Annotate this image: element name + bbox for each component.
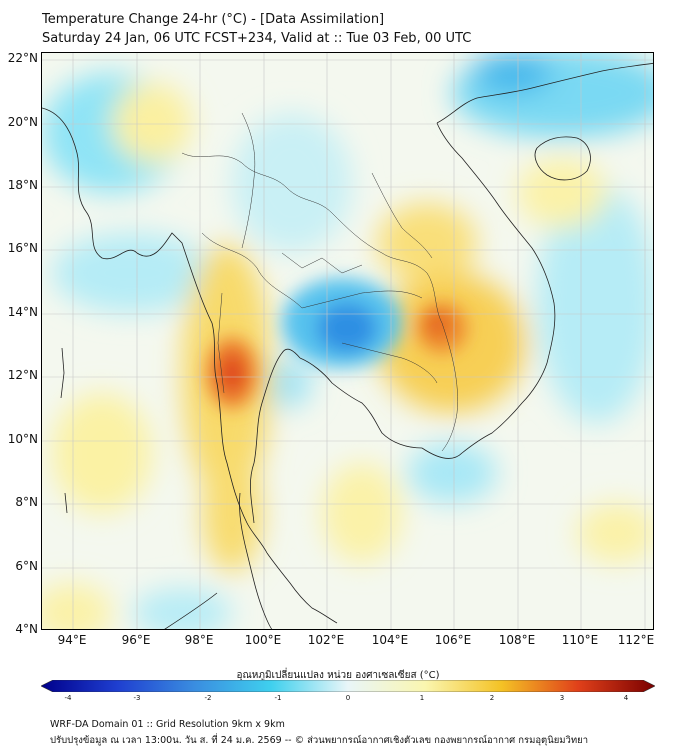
- lon-label: 100°E: [244, 633, 282, 647]
- colorbar-tick: 1: [419, 694, 425, 702]
- colorbar-tick: -1: [274, 694, 282, 702]
- graticule: [42, 53, 653, 629]
- map-canvas: [42, 53, 653, 629]
- colorbar-tick: 3: [559, 694, 565, 702]
- colorbar-tick: 0: [345, 694, 351, 702]
- map-title: Temperature Change 24-hr (°C) - [Data As…: [42, 12, 385, 27]
- lat-label: 20°N: [7, 115, 38, 129]
- lat-label: 14°N: [7, 305, 38, 319]
- colorbar-tick: -4: [64, 694, 72, 702]
- lon-label: 110°E: [561, 633, 599, 647]
- colorbar-tick: -3: [133, 694, 141, 702]
- temperature-field: [42, 53, 653, 629]
- map-subtitle: Saturday 24 Jan, 06 UTC FCST+234, Valid …: [42, 31, 472, 46]
- temperature-extremes: [207, 278, 467, 408]
- lon-label: 112°E: [617, 633, 655, 647]
- lat-label: 4°N: [15, 622, 38, 636]
- colorbar: [41, 680, 655, 692]
- colorbar-fill: [41, 680, 655, 692]
- lon-label: 102°E: [307, 633, 345, 647]
- lon-label: 106°E: [434, 633, 472, 647]
- lat-label: 12°N: [7, 368, 38, 382]
- lon-label: 98°E: [184, 633, 214, 647]
- lon-label: 96°E: [121, 633, 151, 647]
- colorbar-title: อุณหภูมิเปลี่ยนแปลง หน่วย องศาเซลเซียส (…: [236, 670, 440, 681]
- colorbar-tick: 2: [489, 694, 495, 702]
- footer-credit: ปรับปรุงข้อมูล ณ เวลา 13:00น. วัน ส. ที่…: [50, 735, 589, 746]
- lat-label: 22°N: [7, 51, 38, 65]
- lat-label: 10°N: [7, 432, 38, 446]
- lon-label: 108°E: [498, 633, 536, 647]
- lat-label: 18°N: [7, 178, 38, 192]
- colorbar-tick: 4: [623, 694, 629, 702]
- lat-label: 8°N: [15, 495, 38, 509]
- coastlines: [42, 62, 653, 629]
- borders: [181, 112, 458, 452]
- colorbar-tick: -2: [204, 694, 212, 702]
- lon-label: 94°E: [57, 633, 87, 647]
- temperature-map[interactable]: [41, 52, 654, 630]
- lon-label: 104°E: [371, 633, 409, 647]
- lat-label: 6°N: [15, 559, 38, 573]
- footer-model-info: WRF-DA Domain 01 :: Grid Resolution 9km …: [50, 719, 285, 730]
- lat-label: 16°N: [7, 241, 38, 255]
